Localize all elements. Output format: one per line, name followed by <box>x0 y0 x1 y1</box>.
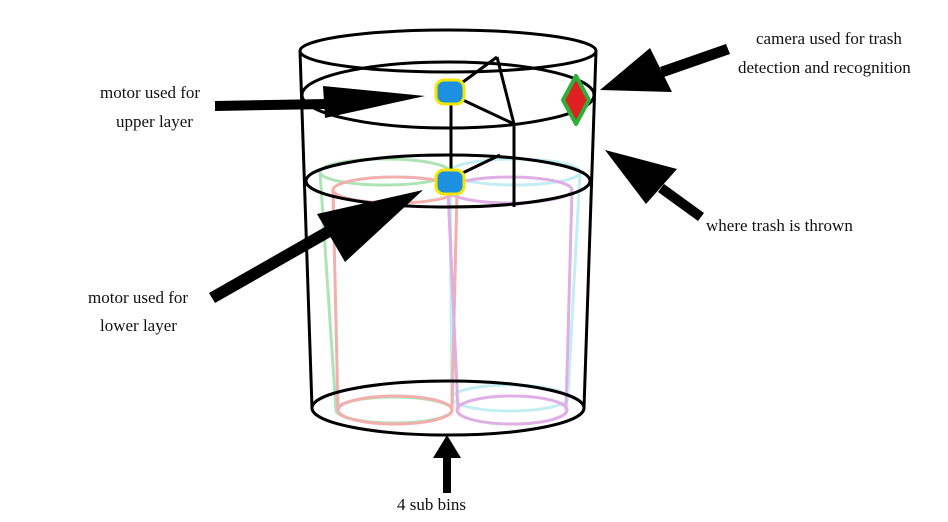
cylinder-left-wall <box>298 50 314 409</box>
sub-bins-label: 4 sub bins <box>397 495 466 514</box>
cylinder-right-wall <box>582 50 598 409</box>
camera-icon <box>561 74 591 126</box>
camera-label-line1: camera used for trash <box>756 29 902 48</box>
sub-bins <box>318 157 582 426</box>
arrow-to-trash-inlet-icon <box>605 150 704 221</box>
trash-inlet-label: where trash is thrown <box>706 216 853 235</box>
arrows <box>209 44 730 493</box>
outer-cylinder <box>298 28 598 437</box>
lower-motor-label-line1: motor used for <box>88 288 188 307</box>
sub-bin-purple <box>446 175 574 426</box>
arrow-to-camera-icon <box>600 44 730 92</box>
upper-motor-label-line2: upper layer <box>116 112 193 131</box>
arrow-to-lower-motor-icon <box>209 190 423 303</box>
lower-motor-icon <box>434 168 466 196</box>
cylinder-bottom <box>310 379 586 437</box>
upper-motor-icon <box>434 78 466 106</box>
arrow-to-sub-bins-icon <box>433 435 461 493</box>
upper-motor-label-line1: motor used for <box>100 83 200 102</box>
upper-layer <box>300 55 596 176</box>
camera-label-line2: detection and recognition <box>738 58 911 77</box>
arrow-to-upper-motor-icon <box>215 86 425 118</box>
cylinder-top-rim <box>298 28 598 74</box>
lower-motor-label-line2: lower layer <box>100 316 177 335</box>
